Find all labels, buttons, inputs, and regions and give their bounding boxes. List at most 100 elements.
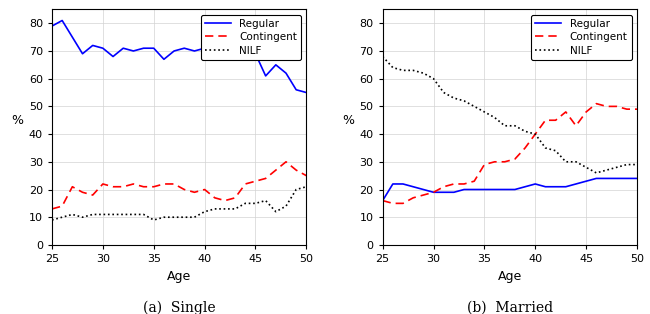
Line: NILF: NILF <box>52 187 306 220</box>
NILF <box>572 160 580 164</box>
Contingent <box>440 185 448 189</box>
Regular <box>531 182 539 186</box>
NILF <box>603 168 610 172</box>
NILF <box>89 213 97 216</box>
Regular <box>150 46 158 50</box>
Regular <box>389 182 396 186</box>
NILF <box>231 207 239 211</box>
Line: NILF: NILF <box>383 57 637 173</box>
Contingent <box>531 132 539 136</box>
Regular <box>109 55 117 58</box>
Contingent <box>521 146 529 150</box>
NILF <box>211 207 218 211</box>
Contingent <box>501 160 509 164</box>
Contingent <box>170 182 178 186</box>
Regular <box>460 188 468 192</box>
Contingent <box>379 199 387 203</box>
Regular <box>89 44 97 47</box>
Regular <box>120 46 127 50</box>
NILF <box>292 188 300 192</box>
Contingent <box>562 110 569 114</box>
Regular <box>562 185 569 189</box>
Regular <box>613 176 621 180</box>
NILF <box>582 165 590 169</box>
NILF <box>613 165 621 169</box>
Contingent <box>552 118 560 122</box>
Contingent <box>430 190 437 194</box>
Contingent <box>592 102 600 106</box>
Contingent <box>241 182 249 186</box>
Regular <box>471 188 478 192</box>
Contingent <box>399 202 407 205</box>
Contingent <box>389 202 396 205</box>
X-axis label: Age: Age <box>167 269 191 283</box>
NILF <box>531 132 539 136</box>
Regular <box>292 88 300 92</box>
Contingent <box>302 174 310 177</box>
Regular <box>521 185 529 189</box>
Regular <box>501 188 509 192</box>
NILF <box>140 213 148 216</box>
Regular <box>221 49 229 53</box>
NILF <box>501 124 509 128</box>
Regular <box>282 71 290 75</box>
NILF <box>302 185 310 189</box>
Regular <box>99 46 107 50</box>
NILF <box>491 116 499 119</box>
NILF <box>430 77 437 81</box>
Regular <box>272 63 280 67</box>
Contingent <box>221 199 229 203</box>
Contingent <box>58 204 66 208</box>
Regular <box>491 188 499 192</box>
Regular <box>79 52 86 56</box>
Regular <box>211 49 218 53</box>
NILF <box>99 213 107 216</box>
Line: Contingent: Contingent <box>383 104 637 203</box>
Title: (b)  Married: (b) Married <box>467 301 553 314</box>
Contingent <box>623 107 630 111</box>
Contingent <box>282 160 290 164</box>
Regular <box>399 182 407 186</box>
X-axis label: Age: Age <box>498 269 522 283</box>
Regular <box>633 176 641 180</box>
Regular <box>48 24 56 28</box>
Contingent <box>201 188 209 192</box>
NILF <box>541 146 549 150</box>
Contingent <box>262 176 270 180</box>
Line: Regular: Regular <box>383 178 637 201</box>
NILF <box>410 68 417 72</box>
NILF <box>450 96 458 100</box>
Regular <box>603 176 610 180</box>
Regular <box>541 185 549 189</box>
NILF <box>221 207 229 211</box>
Regular <box>140 46 148 50</box>
Regular <box>180 46 188 50</box>
NILF <box>592 171 600 175</box>
Regular <box>252 52 259 56</box>
NILF <box>180 215 188 219</box>
Regular <box>190 49 198 53</box>
Contingent <box>450 182 458 186</box>
Regular <box>511 188 519 192</box>
Contingent <box>292 168 300 172</box>
Contingent <box>480 163 488 166</box>
NILF <box>190 215 198 219</box>
NILF <box>389 66 396 69</box>
Contingent <box>491 160 499 164</box>
Contingent <box>79 190 86 194</box>
Regular <box>552 185 560 189</box>
NILF <box>109 213 117 216</box>
NILF <box>241 202 249 205</box>
NILF <box>623 163 630 166</box>
Contingent <box>89 193 97 197</box>
Regular <box>430 190 437 194</box>
Contingent <box>252 179 259 183</box>
Regular <box>231 49 239 53</box>
NILF <box>521 129 529 133</box>
Contingent <box>109 185 117 189</box>
Contingent <box>582 110 590 114</box>
Y-axis label: %: % <box>343 114 354 127</box>
NILF <box>129 213 137 216</box>
NILF <box>633 163 641 166</box>
Regular <box>572 182 580 186</box>
